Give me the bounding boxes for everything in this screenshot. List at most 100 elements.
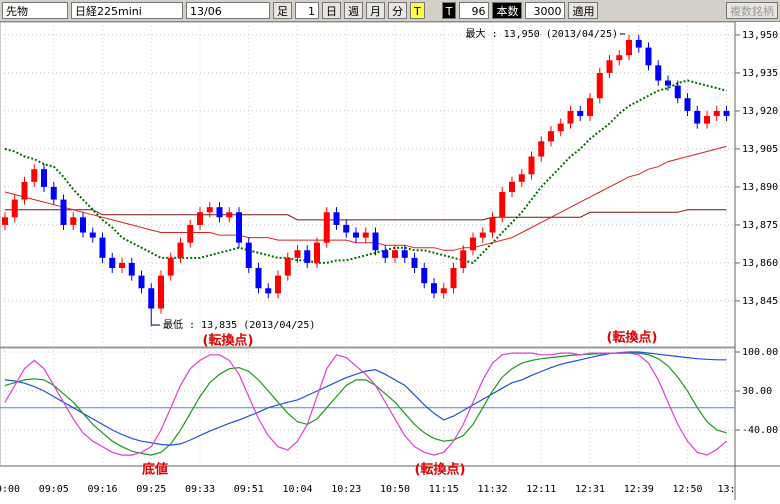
candle-body — [548, 131, 554, 142]
candle-body — [528, 156, 535, 175]
tick-label: T — [441, 2, 457, 19]
candle-body — [694, 110, 701, 124]
contract-select[interactable]: 13/06 — [186, 2, 270, 19]
turning-point-label: (転換点) — [415, 462, 466, 478]
symbol-select[interactable]: 日経225mini — [71, 2, 183, 19]
x-tick-label: 12:50 — [672, 484, 702, 495]
candle-body — [489, 217, 496, 233]
x-tick-label: 10:04 — [282, 484, 312, 495]
month-button[interactable]: 月 — [366, 2, 385, 19]
candle-body — [333, 212, 340, 225]
count-label: 本数 — [492, 2, 523, 19]
candle-body — [31, 169, 38, 182]
turning-point-label: (転換点) — [607, 330, 658, 346]
x-tick-label: 09:00 — [0, 484, 20, 495]
x-tick-label: 13: — [717, 484, 735, 495]
oscillator-line — [4, 352, 727, 456]
candle-body — [479, 232, 486, 238]
y-tick-label: 30.00 — [742, 386, 772, 397]
interval-input[interactable]: 1 — [295, 2, 319, 19]
x-tick-label: 12:11 — [526, 484, 556, 495]
price-panel — [0, 21, 736, 348]
candle-body — [353, 232, 359, 238]
candle-body — [470, 237, 476, 251]
candle-body — [518, 174, 525, 182]
candle-body — [245, 242, 252, 268]
count-input[interactable]: 96 — [459, 2, 490, 19]
candle-body — [323, 212, 330, 243]
market-select[interactable]: 先物 — [2, 2, 68, 19]
candle-body — [440, 288, 447, 294]
candle-body — [421, 267, 428, 284]
day-button[interactable]: 日 — [322, 2, 341, 19]
multi-button[interactable]: 複数銘柄 — [726, 2, 778, 19]
candle-body — [138, 275, 145, 289]
candle-body — [362, 232, 369, 238]
candle-body — [499, 191, 506, 218]
candle-body — [284, 257, 291, 276]
bars-input[interactable]: 3000 — [525, 2, 566, 19]
y-tick-label: -40.00 — [742, 425, 778, 436]
max-annotation: 最大 : 13,950 (2013/04/25) — [466, 27, 618, 40]
candle-body — [236, 212, 242, 243]
candle-body — [382, 250, 389, 258]
bar-label: 足 — [273, 2, 292, 19]
x-tick-label: 10:50 — [380, 484, 410, 495]
candle-body — [187, 224, 194, 243]
candle-body — [538, 141, 545, 157]
candle-body — [99, 237, 106, 258]
candle-body — [450, 267, 457, 289]
minute-button[interactable]: 分 — [388, 2, 407, 19]
y-tick-label: 13,890 — [742, 182, 778, 193]
candle-body — [431, 283, 437, 294]
candle-body — [304, 250, 311, 263]
candle-body — [275, 275, 281, 294]
min-annotation: 最低 : 13,835 (2013/04/25) — [163, 318, 315, 331]
candle-body — [158, 275, 164, 309]
moving-average — [5, 209, 727, 221]
candle-body — [148, 288, 155, 309]
candle-body — [557, 123, 564, 132]
y-tick-label: 13,950 — [742, 30, 778, 41]
candle-body — [70, 217, 77, 225]
candle-body — [723, 110, 730, 116]
x-tick-label: 12:31 — [575, 484, 605, 495]
candle-body — [635, 39, 642, 48]
candle-body — [655, 65, 662, 81]
week-button[interactable]: 週 — [344, 2, 363, 19]
candle-body — [704, 115, 710, 124]
tick-button[interactable]: T — [410, 2, 425, 19]
candle-body — [216, 207, 223, 218]
candle-body — [89, 232, 96, 238]
x-tick-label: 10:23 — [331, 484, 361, 495]
x-tick-label: 09:16 — [87, 484, 117, 495]
candle-body — [167, 257, 174, 276]
bottom-label: 底値 — [142, 462, 168, 478]
x-tick-label: 09:25 — [136, 484, 166, 495]
candle-body — [50, 186, 57, 200]
candle-body — [596, 72, 603, 99]
oscillator-panel — [0, 347, 736, 467]
moving-average — [4, 145, 727, 251]
candle-body — [665, 80, 671, 86]
candle-body — [128, 262, 135, 276]
candle-body — [206, 207, 213, 213]
candle-body — [645, 47, 652, 66]
candle-body — [411, 257, 418, 268]
y-tick-label: 13,905 — [742, 144, 778, 155]
candle-body — [616, 55, 623, 61]
candle-body — [343, 224, 350, 233]
candle-body — [21, 181, 28, 200]
x-tick-label: 09:05 — [39, 484, 69, 495]
candle-body — [255, 267, 262, 289]
candle-body — [41, 169, 47, 187]
candle-body — [606, 60, 613, 73]
oscillator-line — [4, 351, 727, 446]
candle-body — [626, 39, 632, 56]
y-tick-label: 100.00 — [742, 347, 778, 358]
candle-body — [80, 217, 86, 233]
apply-button[interactable]: 適用 — [568, 2, 599, 19]
candle-body — [294, 250, 301, 258]
candle-body — [11, 199, 18, 218]
